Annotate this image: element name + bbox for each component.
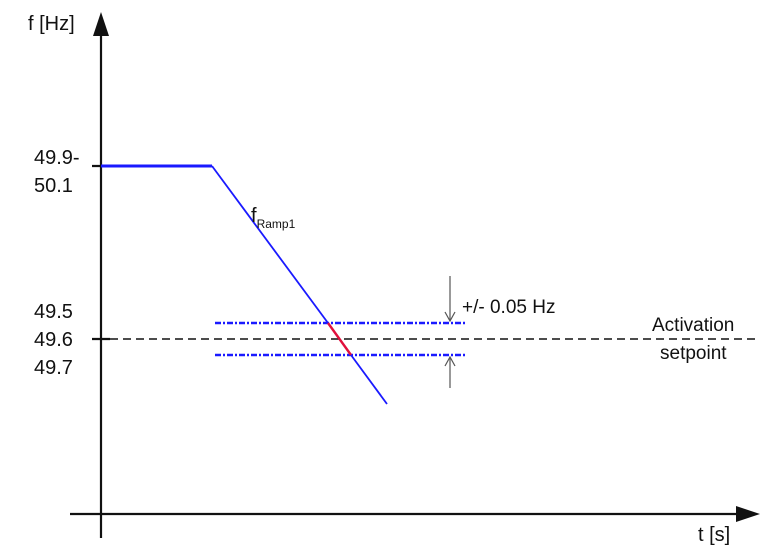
ramp-label-main: f <box>251 205 257 227</box>
tick-label-band-lower: 49.7 <box>34 357 73 379</box>
tick-label-band-mid: 49.6 <box>34 329 73 351</box>
x-axis-label: t [s] <box>698 524 730 546</box>
tolerance-marker-top-arrow <box>444 311 456 323</box>
tolerance-label: +/- 0.05 Hz <box>462 297 555 318</box>
setpoint-label-line2: setpoint <box>660 343 727 364</box>
y-axis-arrowhead <box>93 12 109 36</box>
tick-label-band-upper: 49.5 <box>34 301 73 323</box>
frequency-curve-ramp-lower <box>350 354 388 405</box>
ramp-label: fRamp1 <box>251 205 296 231</box>
tick-label-nominal-line2: 50.1 <box>34 175 73 197</box>
x-axis-arrowhead <box>736 506 760 522</box>
y-axis-label: f [Hz] <box>28 13 75 35</box>
tolerance-marker-bottom-arrow <box>444 355 456 367</box>
setpoint-label-line1: Activation <box>652 315 734 336</box>
frequency-curve-ramp-upper <box>211 165 329 324</box>
frequency-curve-crossing-segment <box>327 322 352 356</box>
ramp-label-subscript: Ramp1 <box>257 217 296 231</box>
tick-label-nominal-line1: 49.9- <box>34 147 80 169</box>
